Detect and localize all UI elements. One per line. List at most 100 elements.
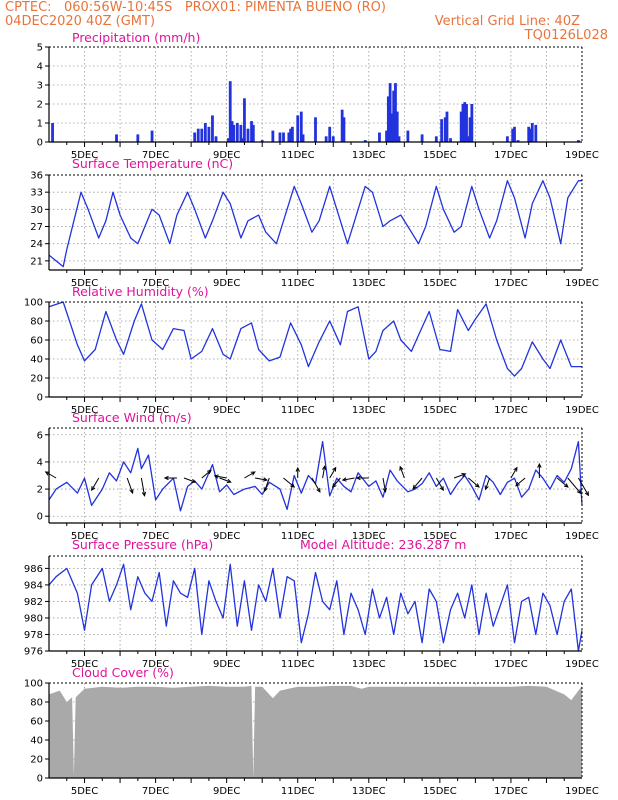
wind-arrow-shaft [283,477,295,488]
precip-bar [150,130,154,142]
precip-bar [193,132,197,142]
x-tick-label: 13DEC [352,659,386,670]
y-tick-label: 984 [24,580,43,591]
x-tick-label: 15DEC [423,531,457,542]
y-tick-label: 80 [30,317,43,328]
wind-arrow-shaft [510,467,518,479]
wind-arrow-shaft [201,469,212,479]
wind-arrow [201,469,212,479]
wind-arrow [244,471,256,479]
y-tick-label: 982 [24,597,43,608]
y-tick-label: 27 [30,222,43,233]
x-tick-label: 13DEC [352,278,386,289]
wind-arrow [183,477,197,483]
precip-bar [513,126,516,142]
y-tick-label: 20 [30,755,43,766]
header-model-code: TQ0126L028 [524,28,608,43]
precip-bar [449,138,452,142]
precip-bar [227,138,230,142]
x-tick-label: 11DEC [281,278,315,289]
precip-bar [214,136,218,142]
precip-bar [434,136,438,142]
wind-arrow-shaft [255,477,267,481]
precip-bar [301,134,305,142]
x-tick-label: 15DEC [423,405,457,416]
series-line [48,563,583,652]
wind-arrow-head [206,469,212,475]
x-tick-label: 15DEC [423,150,457,161]
x-tick-label: 19DEC [565,150,599,161]
x-tick-label: 5DEC [71,786,98,797]
wind-arrow [556,477,569,488]
header-init-date: 04DEC2020 40Z (GMT) [5,14,156,29]
wind-arrow [213,474,227,479]
wind-arrow [435,477,444,492]
precip-bar [516,140,520,142]
precip-bar [420,134,424,142]
x-tick-label: 9DEC [213,278,240,289]
precip-bar [203,123,207,142]
wind-arrow [91,477,100,492]
y-tick-label: 2 [37,100,43,111]
precip-bar [459,111,463,142]
wind-arrow [329,466,337,479]
precip-bar [534,124,538,142]
x-tick-label: 19DEC [565,278,599,289]
precip-bar [505,136,509,142]
wind-arrow-head [226,478,232,483]
wind-arrow [484,477,491,491]
y-tick-label: 0 [37,774,43,785]
x-tick-label: 9DEC [213,405,240,416]
wind-arrow-shaft [140,477,146,496]
x-tick-label: 17DEC [494,150,528,161]
precip-bar [328,126,332,142]
wind-arrow [567,477,582,495]
wind-arrow-head [250,471,256,476]
precip-bar [232,124,236,142]
x-tick-label: 11DEC [281,405,315,416]
wind-arrow-shaft [91,477,100,491]
precip-bar [250,121,253,142]
wind-arrow [263,477,270,493]
wind-arrow [44,471,57,479]
precip-bar [200,128,204,142]
precip-bar [331,136,335,142]
wind-arrow [515,477,526,487]
y-tick-label: 80 [30,698,43,709]
header-station: PROX01: PIMENTA BUENO (RO) [184,0,386,15]
precip-bar [271,130,275,142]
precip-bar [529,128,532,142]
cloud-area [49,685,582,778]
y-tick-label: 0 [37,138,43,149]
wind-arrow-head [439,486,444,492]
x-tick-label: 5DEC [71,659,98,670]
precip-bar [397,136,401,142]
wind-arrow-shaft [45,471,57,479]
wind-arrow-shaft [382,477,386,492]
wind-arrow-head [321,465,327,471]
precip-bar [390,113,394,142]
panel-temp: Surface Temperature (nC) 21 24 27 30 33 36 5DEC… [30,156,599,289]
precip-bar [260,140,264,142]
y-tick-label: 0 [37,393,43,404]
x-tick-label: 5DEC [71,150,98,161]
panel-title: Relative Humidity (%) [72,284,209,299]
x-tick-label: 19DEC [565,531,599,542]
precip-bar [196,128,200,142]
precip-bar [324,136,328,142]
x-tick-label: 11DEC [281,786,315,797]
precip-bar [530,123,534,142]
precip-bar [406,130,410,142]
y-tick-label: 20 [30,374,43,385]
precip-bar [291,126,294,142]
precip-bar [342,117,346,142]
y-tick-label: 6 [37,430,43,441]
wind-arrow-head [191,478,197,483]
x-tick-label: 7DEC [142,659,169,670]
x-tick-label: 13DEC [352,150,386,161]
wind-arrow-shaft [578,477,589,496]
wind-arrow-head [141,491,147,497]
wind-arrow-shaft [567,477,582,494]
panel-precip: Precipitation (mm/h) 0 1 2 3 4 5 5DEC 7DEC 9DEC 11… [37,30,599,161]
y-tick-label: 1 [37,119,43,130]
